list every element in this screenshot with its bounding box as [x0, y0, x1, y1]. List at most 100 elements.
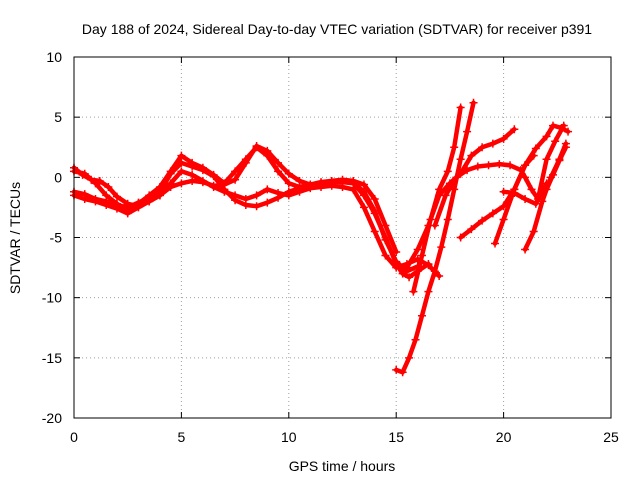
y-tick-label: 5: [54, 109, 62, 125]
data-point: [478, 216, 487, 225]
data-point: [488, 209, 497, 218]
series-track-12: [499, 179, 551, 208]
data-point: [188, 176, 197, 185]
data-point: [542, 155, 551, 164]
data-point: [435, 272, 444, 281]
x-tick-label: 10: [281, 429, 297, 445]
data-point: [177, 167, 186, 176]
y-tick-label: 0: [54, 169, 62, 185]
x-tick-label: 0: [70, 429, 78, 445]
data-point: [327, 178, 336, 187]
data-point: [80, 190, 89, 199]
data-point: [456, 155, 465, 164]
data-point: [506, 161, 515, 170]
data-point: [134, 198, 143, 207]
data-point: [177, 179, 186, 188]
data-point: [484, 161, 493, 170]
plot-frame: [73, 56, 612, 419]
data-point: [209, 172, 218, 181]
data-point: [499, 187, 508, 196]
data-point: [473, 162, 482, 171]
data-point: [491, 239, 500, 248]
data-point: [349, 185, 358, 194]
data-point: [527, 185, 536, 194]
data-point: [274, 193, 283, 202]
data-point: [102, 197, 111, 206]
series-trace: [544, 145, 569, 192]
data-point: [564, 127, 573, 136]
data-point: [166, 169, 175, 178]
data-point: [198, 178, 207, 187]
data-point: [112, 201, 121, 210]
data-point: [284, 169, 293, 178]
data-point: [542, 185, 551, 194]
data-point: [392, 257, 401, 266]
data-point: [529, 151, 538, 160]
data-point: [443, 215, 452, 224]
data-point: [463, 127, 472, 136]
series-track-13: [542, 143, 570, 194]
data-point: [405, 273, 414, 282]
data-point: [231, 196, 240, 205]
data-point: [284, 179, 293, 188]
data-point: [220, 185, 229, 194]
data-point: [241, 201, 250, 210]
y-axis-label: SDTVAR / TECUs: [7, 182, 23, 294]
data-point: [231, 175, 240, 184]
data-point: [166, 182, 175, 191]
data-point: [549, 121, 558, 130]
data-point: [521, 194, 530, 203]
series-track-5: [392, 98, 478, 377]
data-point: [557, 123, 566, 132]
data-point: [381, 221, 390, 230]
data-point: [252, 142, 261, 151]
data-point: [424, 287, 433, 296]
data-point: [531, 199, 540, 208]
data-point: [467, 225, 476, 234]
data-point: [555, 156, 564, 165]
data-point: [263, 198, 272, 207]
data-point: [381, 235, 390, 244]
data-point: [510, 188, 519, 197]
data-point: [402, 263, 411, 272]
data-point: [443, 167, 452, 176]
data-point: [488, 139, 497, 148]
data-point: [561, 143, 570, 152]
data-point: [450, 143, 459, 152]
data-point: [456, 233, 465, 242]
data-point: [87, 175, 96, 184]
data-point: [252, 202, 261, 211]
data-point: [177, 151, 186, 160]
data-point: [198, 166, 207, 175]
data-point: [263, 185, 272, 194]
data-point: [91, 194, 100, 203]
data-point: [463, 166, 472, 175]
data-point: [263, 146, 272, 155]
data-point: [437, 243, 446, 252]
data-point: [274, 158, 283, 167]
data-point: [274, 167, 283, 176]
y-tick-label: -5: [50, 230, 63, 246]
data-point: [295, 176, 304, 185]
data-point: [104, 182, 113, 191]
data-point: [417, 251, 426, 260]
data-point: [398, 368, 407, 377]
data-point: [456, 103, 465, 112]
data-point: [252, 191, 261, 200]
x-tick-label: 20: [496, 429, 512, 445]
data-point: [177, 158, 186, 167]
x-axis-label: GPS time / hours: [289, 458, 396, 474]
x-tick-label: 25: [603, 429, 619, 445]
y-tick-label: -15: [42, 350, 62, 366]
series-track-4: [70, 158, 422, 276]
data-series: [70, 98, 573, 377]
data-point: [551, 137, 560, 146]
data-point: [452, 173, 461, 182]
data-point: [521, 173, 530, 182]
data-point: [370, 207, 379, 216]
x-tick-label: 15: [388, 429, 404, 445]
data-point: [413, 245, 422, 254]
data-point: [521, 245, 530, 254]
data-point: [441, 191, 450, 200]
